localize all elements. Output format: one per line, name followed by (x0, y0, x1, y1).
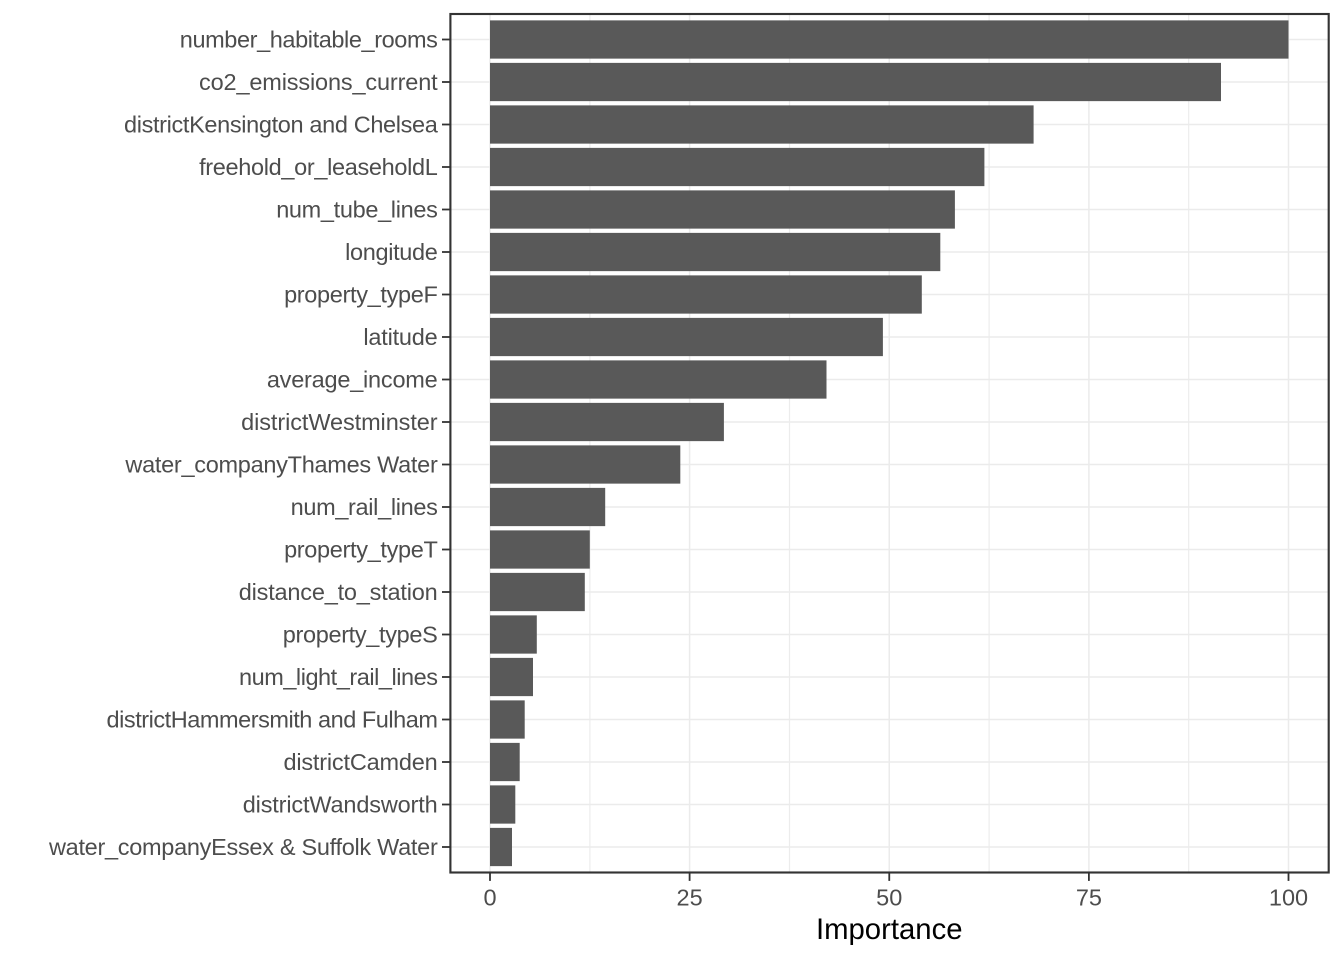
svg-text:25: 25 (677, 885, 703, 911)
svg-text:districtWandsworth: districtWandsworth (243, 792, 438, 818)
svg-text:num_rail_lines: num_rail_lines (291, 494, 438, 520)
svg-text:property_typeS: property_typeS (283, 622, 438, 648)
svg-text:freehold_or_leaseholdL: freehold_or_leaseholdL (199, 154, 438, 180)
svg-text:water_companyThames Water: water_companyThames Water (124, 452, 438, 478)
svg-text:0: 0 (483, 885, 496, 911)
svg-text:districtWestminster: districtWestminster (241, 409, 438, 435)
svg-text:water_companyEssex & Suffolk W: water_companyEssex & Suffolk Water (48, 834, 438, 860)
svg-text:num_tube_lines: num_tube_lines (276, 197, 437, 223)
svg-text:districtKensington and Chelsea: districtKensington and Chelsea (124, 112, 439, 138)
svg-text:longitude: longitude (345, 239, 438, 265)
svg-text:average_income: average_income (267, 367, 438, 393)
svg-text:property_typeT: property_typeT (284, 537, 437, 563)
svg-text:distance_to_station: distance_to_station (239, 579, 438, 605)
svg-text:latitude: latitude (363, 324, 437, 350)
svg-text:75: 75 (1076, 885, 1102, 911)
svg-text:50: 50 (876, 885, 902, 911)
svg-text:number_habitable_rooms: number_habitable_rooms (180, 27, 438, 53)
svg-text:Importance: Importance (816, 913, 963, 946)
svg-text:districtHammersmith and Fulham: districtHammersmith and Fulham (107, 707, 438, 733)
svg-text:num_light_rail_lines: num_light_rail_lines (239, 664, 438, 690)
svg-text:100: 100 (1269, 885, 1308, 911)
svg-text:districtCamden: districtCamden (283, 749, 437, 775)
svg-text:property_typeF: property_typeF (284, 282, 437, 308)
svg-text:co2_emissions_current: co2_emissions_current (199, 69, 438, 95)
